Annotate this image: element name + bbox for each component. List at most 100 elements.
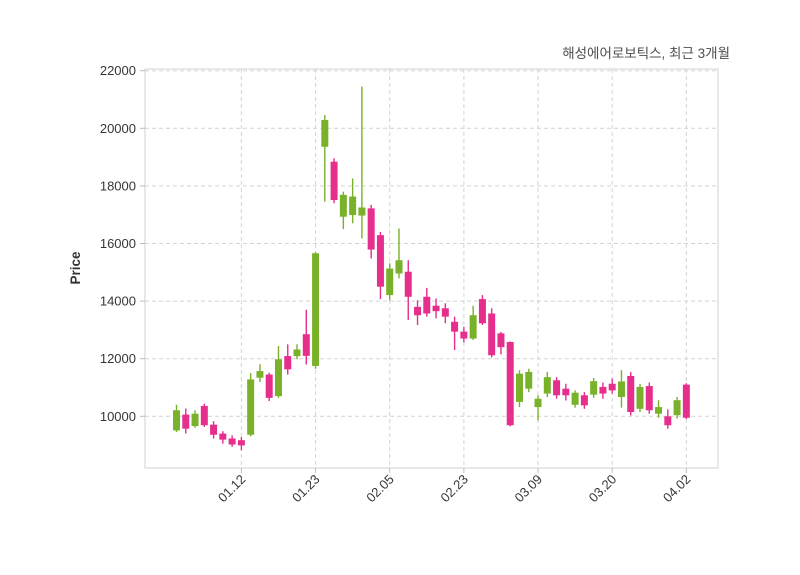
candle-up: [358, 86, 366, 239]
candle-down: [497, 331, 505, 355]
candle-down: [414, 300, 422, 326]
candle-up: [673, 397, 681, 419]
candle-body: [627, 375, 635, 412]
y-axis-label: Price: [68, 251, 83, 285]
candle-body: [376, 235, 384, 287]
candle-up: [469, 305, 477, 340]
tick-layer: [140, 70, 687, 473]
candle-down: [478, 295, 486, 326]
candle-body: [228, 438, 236, 445]
candle-down: [237, 437, 245, 451]
candle-down: [608, 378, 616, 394]
candle-body: [265, 374, 273, 398]
candle-body: [599, 386, 607, 394]
candle-body: [497, 333, 505, 348]
candle-body: [367, 208, 375, 250]
candle-down: [376, 231, 384, 300]
candle-body: [682, 384, 690, 418]
candle-body: [302, 334, 310, 356]
candle-body: [590, 381, 598, 395]
candle-down: [330, 158, 338, 204]
candle-down: [553, 377, 561, 399]
x-tick-label: 01.23: [289, 472, 323, 506]
x-tick-label: 04.02: [660, 472, 694, 506]
candle-down: [441, 303, 449, 324]
candle-down: [599, 382, 607, 399]
candle-body: [553, 380, 561, 396]
candle-down: [302, 309, 310, 365]
candle-body: [182, 414, 190, 429]
candle-up: [571, 390, 579, 408]
candle-body: [404, 271, 412, 297]
candle-down: [627, 371, 635, 416]
candle-up: [395, 228, 403, 279]
candle-down: [580, 392, 588, 409]
candle-body: [173, 410, 180, 431]
candle-body: [460, 331, 468, 339]
plot-area: [144, 68, 719, 469]
candle-body: [515, 373, 523, 402]
candle-body: [200, 405, 208, 426]
candle-body: [330, 161, 338, 201]
candle-down: [228, 435, 236, 447]
candle-body: [432, 305, 440, 312]
y-tick-label: 18000: [100, 178, 136, 193]
candle-up: [191, 410, 199, 428]
y-tick-label: 20000: [100, 121, 136, 136]
candle-body: [608, 383, 616, 391]
candle-body: [414, 306, 422, 316]
candle-up: [321, 115, 329, 202]
candle-body: [655, 407, 663, 414]
chart-title: 해성에어로보틱스, 최근 3개월: [562, 46, 730, 61]
candle-body: [580, 395, 588, 406]
candle-body: [423, 296, 431, 314]
candle-up: [349, 178, 357, 224]
candle-body: [506, 341, 514, 426]
candle-up: [173, 404, 180, 433]
candle-body: [534, 398, 542, 408]
candle-body: [562, 388, 570, 396]
candle-body: [469, 315, 477, 339]
candle-body: [274, 359, 282, 397]
candle-up: [617, 370, 625, 408]
candle-body: [191, 413, 199, 427]
x-tick-label: 03.09: [512, 472, 546, 506]
candle-up: [339, 191, 347, 230]
y-tick-label: 16000: [100, 236, 136, 251]
candle-body: [645, 386, 653, 411]
candle-down: [210, 421, 218, 439]
candle-up: [293, 344, 301, 360]
candle-up: [590, 377, 598, 398]
candle-up: [534, 395, 542, 421]
candle-down: [451, 316, 459, 351]
candle-body: [478, 299, 486, 324]
candle-down: [506, 341, 514, 427]
candle-series: [173, 86, 690, 451]
candle-up: [655, 400, 663, 418]
candle-body: [664, 416, 672, 426]
x-tick-label: 02.23: [437, 472, 471, 506]
candle-up: [543, 371, 551, 398]
candle-body: [312, 253, 320, 366]
candle-body: [349, 196, 357, 215]
candle-up: [256, 364, 264, 383]
candle-up: [525, 368, 533, 393]
candle-down: [423, 287, 431, 317]
candle-up: [515, 370, 523, 408]
candle-down: [664, 409, 672, 429]
candle-down: [404, 260, 412, 321]
x-tick-label: 01.12: [215, 472, 249, 506]
candle-down: [284, 344, 292, 375]
y-tick-label: 22000: [100, 63, 136, 78]
candle-body: [673, 400, 681, 416]
candle-down: [460, 326, 468, 343]
candle-down: [367, 204, 375, 259]
candle-body: [247, 379, 255, 435]
x-tick-label: 03.20: [586, 472, 620, 506]
candle-body: [441, 308, 449, 317]
candle-up: [386, 263, 394, 301]
candle-down: [219, 431, 227, 444]
candle-body: [237, 440, 245, 446]
